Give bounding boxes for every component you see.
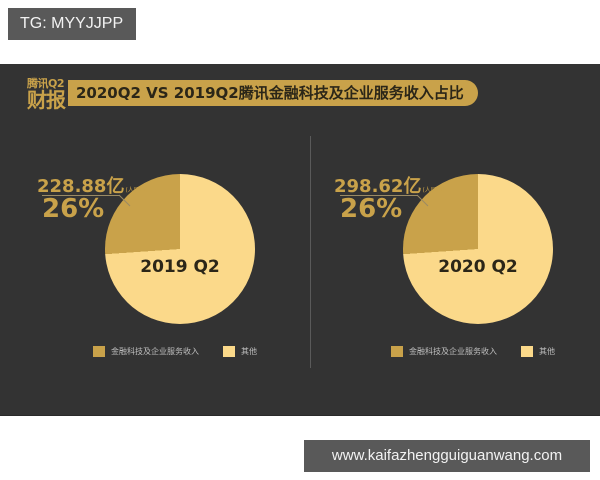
chart-panel: 腾讯Q2 财报 2020Q2 VS 2019Q2腾讯金融科技及企业服务收入占比 …: [0, 64, 600, 416]
legend-label-fintech: 金融科技及企业服务收入: [409, 347, 497, 356]
legend-swatch-fintech: [391, 346, 403, 357]
leader-line: [340, 195, 418, 196]
report-logo: 腾讯Q2 财报: [27, 78, 67, 111]
leader-line: [42, 195, 120, 196]
legend-2019q2: 金融科技及企业服务收入 其他: [93, 346, 257, 357]
legend-label-other: 其他: [241, 347, 257, 356]
divider: [310, 136, 311, 368]
percent-2020q2: 26%: [340, 194, 403, 224]
value-unit: (人民币): [422, 187, 446, 194]
value-amount: 228.88亿: [37, 176, 125, 197]
watermark-bottom: www.kaifazhengguiguanwang.com: [304, 440, 590, 472]
pie-2019q2: [105, 174, 255, 324]
pie-label-2020q2: 2020 Q2: [438, 257, 518, 277]
legend-label-other: 其他: [539, 347, 555, 356]
legend-2020q2: 金融科技及企业服务收入 其他: [391, 346, 555, 357]
leader-line-diagonal: [416, 194, 429, 207]
legend-label-fintech: 金融科技及企业服务收入: [111, 347, 199, 356]
pie-label-2019q2: 2019 Q2: [140, 257, 220, 277]
leader-line-diagonal: [118, 194, 131, 207]
value-unit: (人民币): [125, 187, 149, 194]
percent-2019q2: 26%: [42, 194, 105, 224]
logo-line2: 财报: [27, 88, 66, 112]
legend-swatch-other: [223, 346, 235, 357]
watermark-top: TG: MYYJJPP: [8, 8, 136, 40]
legend-swatch-fintech: [93, 346, 105, 357]
pie-2020q2: [403, 174, 553, 324]
logo-line1: 腾讯Q2: [27, 77, 65, 90]
value-2020q2: 298.62亿(人民币): [334, 172, 445, 198]
value-2019q2: 228.88亿(人民币): [37, 172, 148, 198]
value-amount: 298.62亿: [334, 176, 422, 197]
chart-title: 2020Q2 VS 2019Q2腾讯金融科技及企业服务收入占比: [68, 80, 478, 106]
legend-swatch-other: [521, 346, 533, 357]
